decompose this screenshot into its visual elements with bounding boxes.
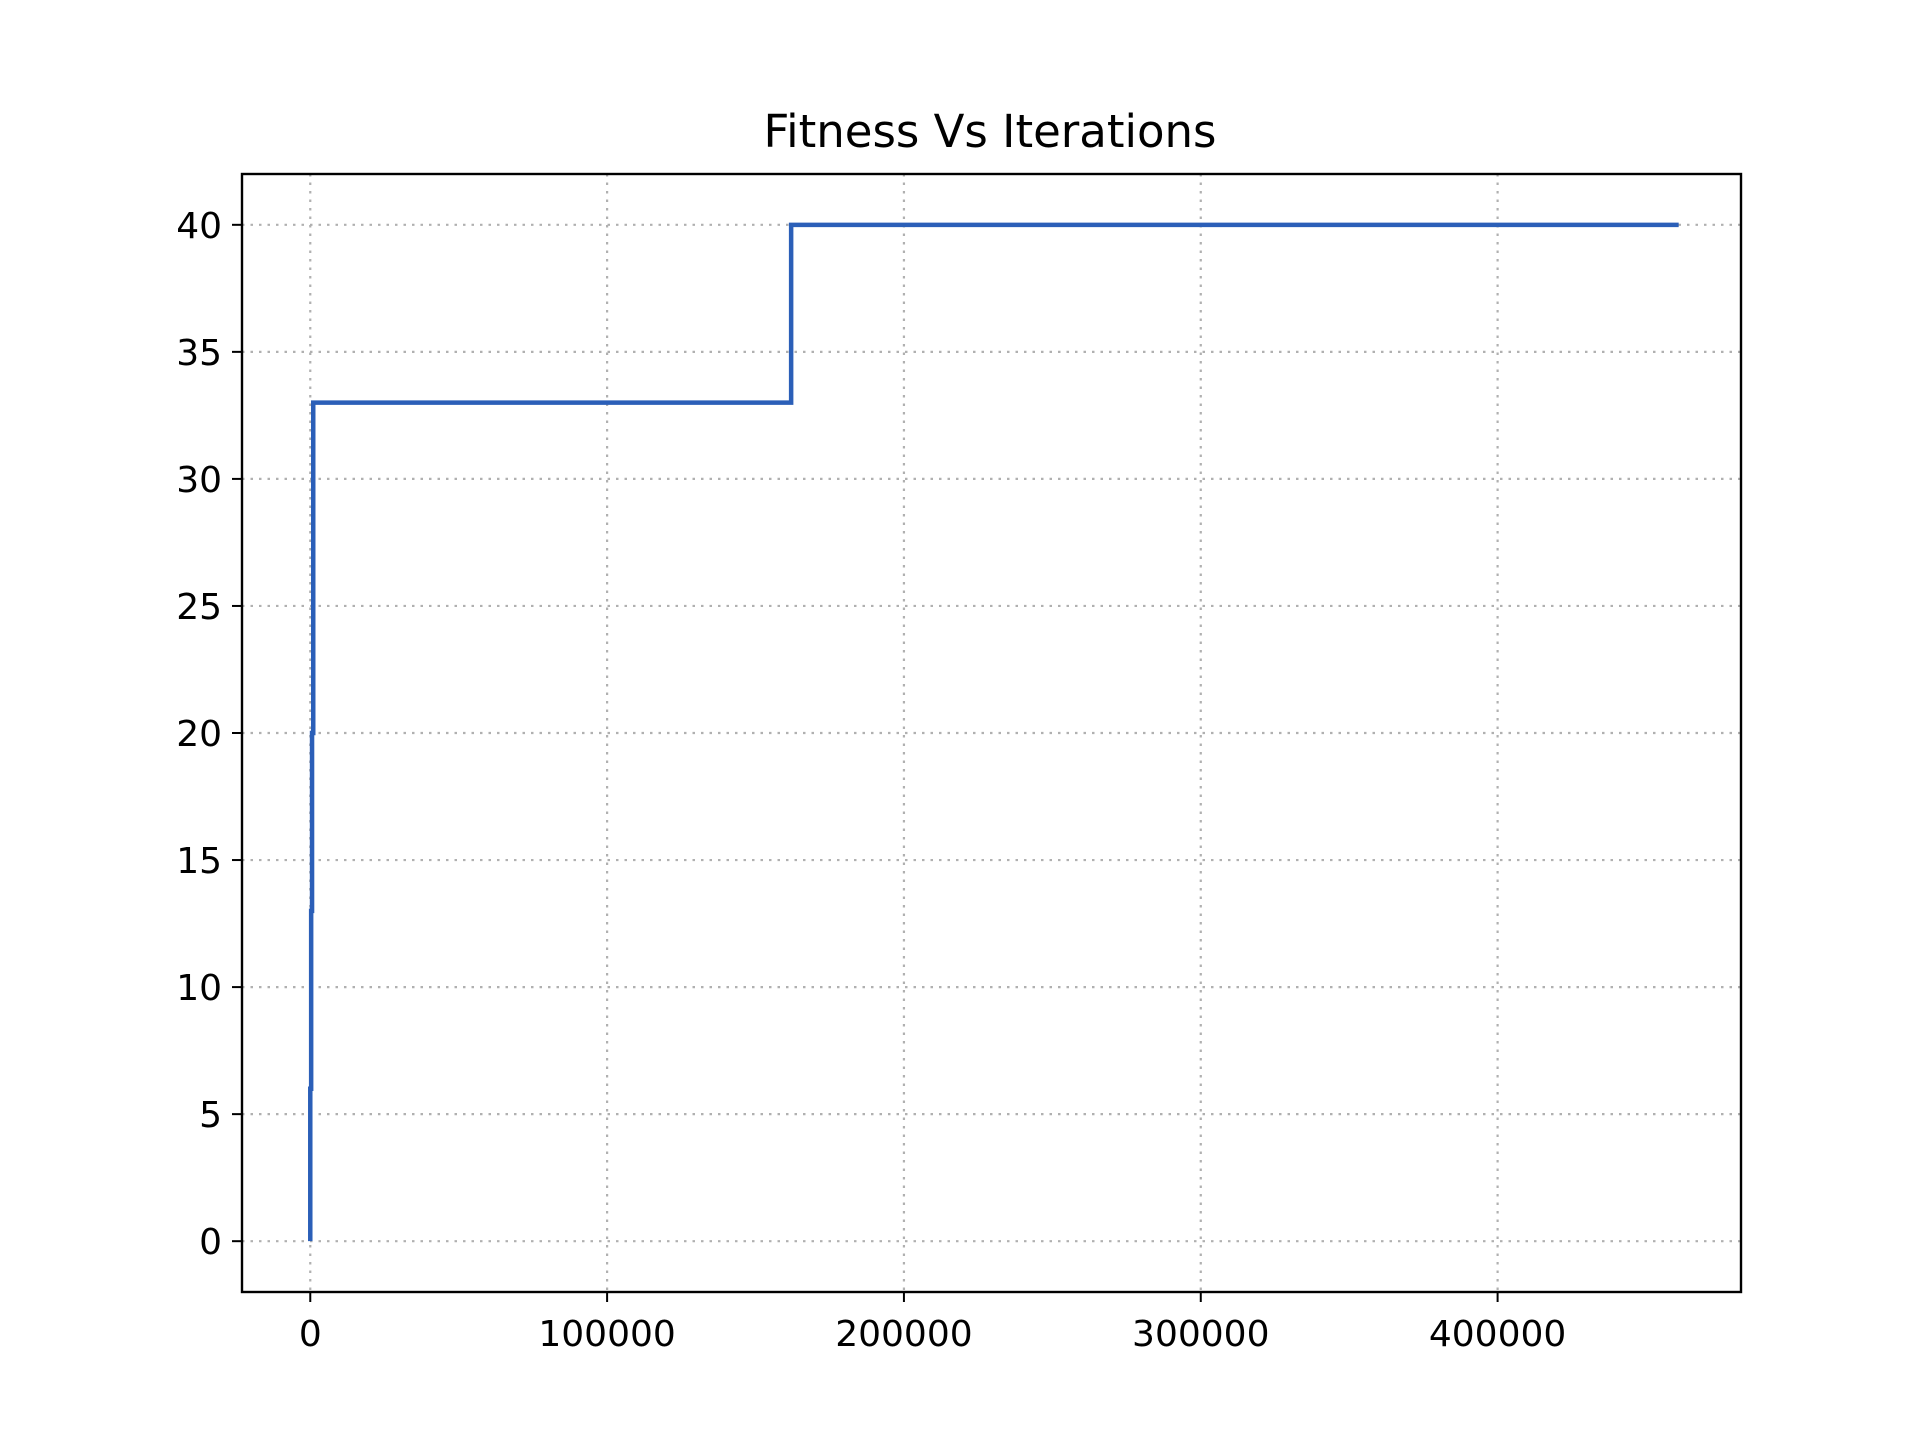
- y-tick-label: 30: [176, 460, 222, 501]
- x-tick-label: 300000: [1132, 1314, 1269, 1355]
- x-tick-label: 0: [299, 1314, 322, 1355]
- y-tick-label: 25: [176, 587, 222, 628]
- chart-title: Fitness Vs Iterations: [763, 105, 1216, 158]
- tick-label-layer: 0 100000 200000 300000 400000 0 5 10 15 20 25 30 35 4…: [176, 206, 1566, 1355]
- y-tick-label: 10: [176, 968, 222, 1009]
- x-tick-label: 400000: [1429, 1314, 1566, 1355]
- y-tick-label: 15: [176, 841, 222, 882]
- y-tick-label: 0: [199, 1222, 222, 1263]
- x-tick-label: 200000: [835, 1314, 972, 1355]
- tick-layer: [232, 223, 1499, 1302]
- y-tick-label: 35: [176, 333, 222, 374]
- y-tick-label: 5: [199, 1095, 222, 1136]
- x-tick-label: 100000: [538, 1314, 675, 1355]
- y-tick-label: 20: [176, 714, 222, 755]
- series-layer: [308, 222, 1679, 1242]
- y-tick-label: 40: [176, 206, 222, 247]
- series-line-0: [308, 222, 1679, 1242]
